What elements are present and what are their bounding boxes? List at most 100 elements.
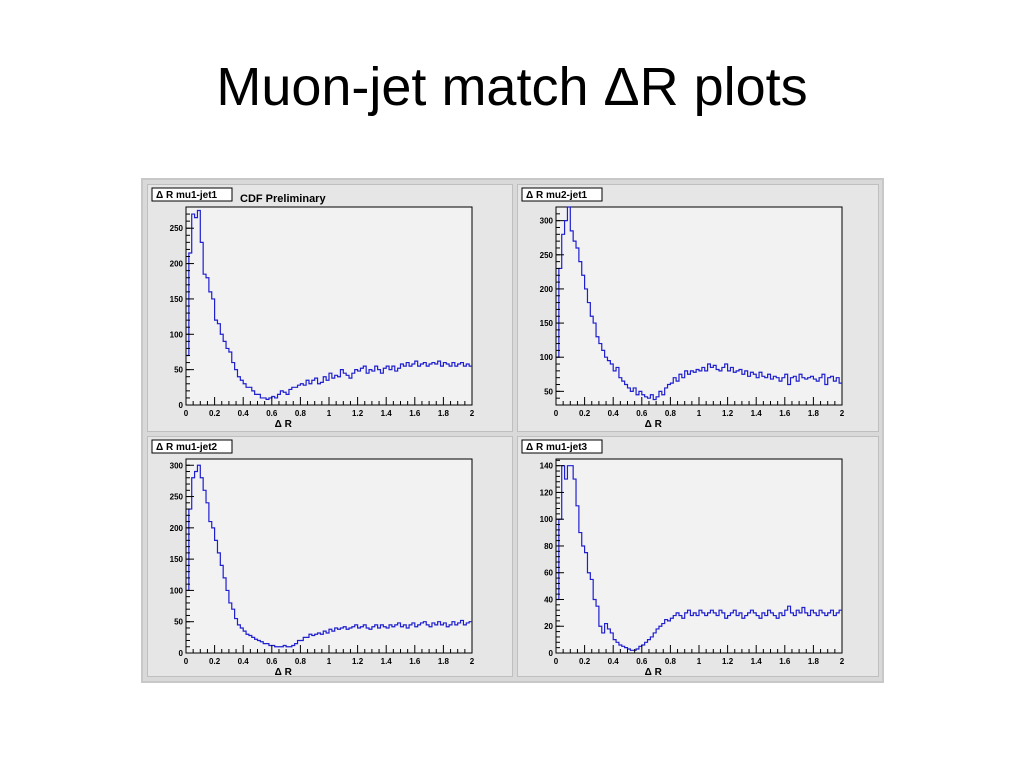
x-tick-label: 0	[554, 657, 559, 666]
x-tick-label: 0	[184, 409, 189, 418]
x-tick-label: 0.2	[579, 409, 591, 418]
histogram-line	[186, 209, 472, 400]
chart-mu1-jet2: 0 0.2 0.4 0.6 0.8 1 1.2 1.4 1.6 1.8 2 0 50 100 150 200 2…	[151, 439, 475, 678]
x-tick-label: 0.4	[608, 409, 620, 418]
x-tick-label: 0	[184, 657, 189, 666]
pad-mu2-jet1: 0 0.2 0.4 0.6 0.8 1 1.2 1.4 1.6 1.8 2 50 100 150 200 25…	[517, 184, 879, 432]
x-axis-title: Δ R	[645, 667, 663, 678]
y-tick-label: 50	[174, 366, 183, 375]
histogram-name-box	[521, 187, 603, 202]
x-tick-label: 0.8	[665, 657, 677, 666]
x-tick-label: 0.8	[295, 409, 307, 418]
plot-canvas: 0 0.2 0.4 0.6 0.8 1 1.2 1.4 1.6 1.8 2 0 50 100 150 200 2…	[141, 178, 884, 683]
histogram-name: Δ R mu2-jet1	[526, 190, 588, 201]
x-axis-title: Δ R	[275, 419, 293, 430]
x-tick-label: 1.6	[779, 657, 791, 666]
y-tick-label: 200	[540, 285, 554, 294]
x-tick-label: 0.2	[579, 657, 591, 666]
x-tick-label: 0.8	[665, 409, 677, 418]
x-tick-label: 0.4	[238, 409, 250, 418]
y-tick-label: 250	[540, 251, 554, 260]
x-tick-label: 1.6	[779, 409, 791, 418]
y-tick-label: 250	[170, 224, 184, 233]
histogram-line	[556, 206, 842, 401]
x-tick-label: 2	[840, 657, 845, 666]
y-tick-label: 120	[540, 488, 554, 497]
x-tick-label: 1.6	[409, 409, 421, 418]
x-tick-label: 1.8	[808, 657, 820, 666]
y-tick-label: 0	[549, 649, 554, 658]
plot-frame	[185, 206, 473, 406]
pad-mu1-jet1: 0 0.2 0.4 0.6 0.8 1 1.2 1.4 1.6 1.8 2 0 50 100 150 200 2…	[147, 184, 513, 432]
x-tick-label: 1.4	[751, 657, 763, 666]
x-tick-label: 1	[327, 409, 332, 418]
x-tick-label: 1.2	[722, 409, 734, 418]
y-tick-label: 150	[170, 555, 184, 564]
y-tick-label: 200	[170, 260, 184, 269]
y-tick-label: 40	[544, 595, 553, 604]
histogram-line	[556, 465, 842, 651]
plot-frame	[185, 458, 473, 654]
x-tick-label: 0.2	[209, 657, 221, 666]
x-tick-label: 0.6	[636, 657, 648, 666]
x-tick-label: 0.2	[209, 409, 221, 418]
y-tick-label: 150	[170, 295, 184, 304]
y-tick-label: 60	[544, 569, 553, 578]
pad-mu1-jet3: 0 0.2 0.4 0.6 0.8 1 1.2 1.4 1.6 1.8 2 0 20 40 60 80 100 1…	[517, 436, 879, 678]
x-tick-label: 0.6	[266, 657, 278, 666]
x-tick-label: 1.4	[381, 657, 393, 666]
y-tick-label: 100	[170, 330, 184, 339]
histogram-name: Δ R mu1-jet3	[526, 442, 588, 453]
y-tick-label: 140	[540, 462, 554, 471]
y-tick-label: 0	[179, 649, 184, 658]
y-tick-label: 50	[174, 618, 183, 627]
x-tick-label: 0	[554, 409, 559, 418]
x-tick-label: 1.2	[352, 657, 364, 666]
plot-frame	[555, 206, 843, 406]
chart-mu1-jet1: 0 0.2 0.4 0.6 0.8 1 1.2 1.4 1.6 1.8 2 0 50 100 150 200 2…	[151, 187, 475, 430]
x-axis-title: Δ R	[275, 667, 293, 678]
x-tick-label: 1.4	[381, 409, 393, 418]
x-tick-label: 0.6	[266, 409, 278, 418]
x-tick-label: 1	[697, 409, 702, 418]
x-tick-label: 1.8	[438, 409, 450, 418]
y-tick-label: 250	[170, 493, 184, 502]
x-tick-label: 0.4	[608, 657, 620, 666]
chart-mu1-jet3: 0 0.2 0.4 0.6 0.8 1 1.2 1.4 1.6 1.8 20204060801001…	[521, 439, 845, 678]
y-tick-label: 100	[170, 586, 184, 595]
y-tick-label: 20	[544, 622, 553, 631]
y-tick-label: 200	[170, 524, 184, 533]
y-tick-label: 80	[544, 542, 553, 551]
histogram-name-box	[151, 439, 233, 454]
x-tick-label: 1.4	[751, 409, 763, 418]
x-tick-label: 1.8	[438, 657, 450, 666]
x-tick-label: 1.2	[352, 409, 364, 418]
pad-mu1-jet2: 0 0.2 0.4 0.6 0.8 1 1.2 1.4 1.6 1.8 2 0 50 100 150 200 2…	[147, 436, 513, 678]
y-tick-label: 100	[540, 353, 554, 362]
histogram-name-box	[521, 439, 603, 454]
x-tick-label: 1.6	[409, 657, 421, 666]
x-tick-label: 2	[840, 409, 845, 418]
x-tick-label: 0.6	[636, 409, 648, 418]
x-tick-label: 1	[697, 657, 702, 666]
x-tick-label: 1.8	[808, 409, 820, 418]
plot-frame	[555, 458, 843, 654]
x-tick-label: 1.2	[722, 657, 734, 666]
chart-mu2-jet1: 0 0.2 0.4 0.6 0.8 1 1.2 1.4 1.6 1.8 25010015020025…	[521, 187, 845, 430]
y-tick-label: 0	[179, 401, 184, 410]
histogram-line	[186, 464, 472, 648]
x-tick-label: 0.8	[295, 657, 307, 666]
x-axis-title: Δ R	[645, 419, 663, 430]
chart-annotation: CDF Preliminary	[240, 193, 326, 205]
x-tick-label: 2	[470, 409, 475, 418]
histogram-name: Δ R mu1-jet2	[156, 442, 218, 453]
histogram-name-box	[151, 187, 233, 202]
y-tick-label: 150	[540, 319, 554, 328]
y-tick-label: 50	[544, 387, 553, 396]
y-tick-label: 100	[540, 515, 554, 524]
y-tick-label: 300	[540, 217, 554, 226]
y-tick-label: 300	[170, 461, 184, 470]
x-tick-label: 2	[470, 657, 475, 666]
slide-title: Muon-jet match ΔR plots	[216, 57, 808, 117]
x-tick-label: 0.4	[238, 657, 250, 666]
